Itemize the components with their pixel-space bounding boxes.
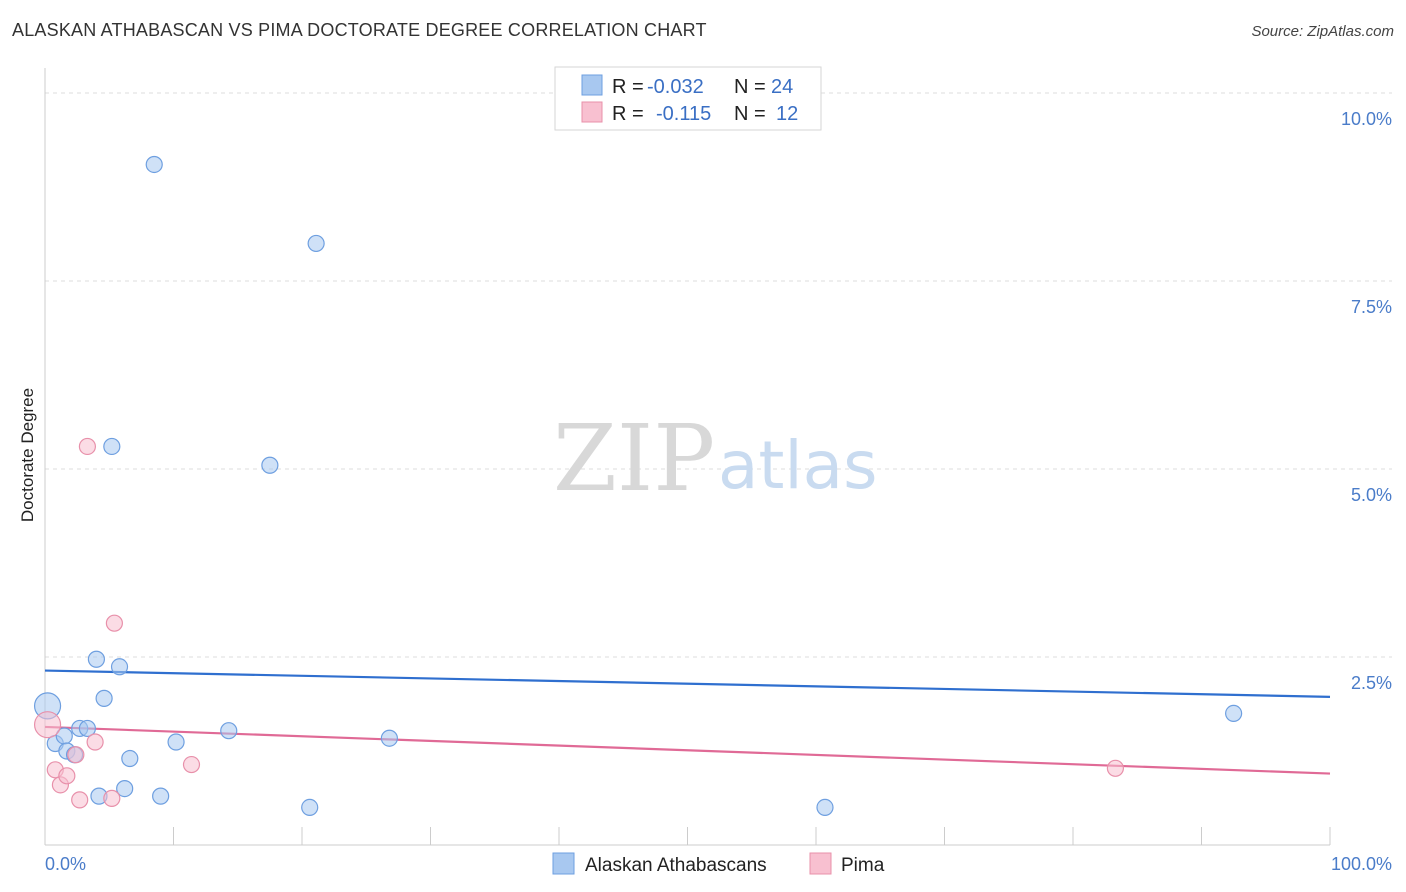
series-legend-label-athabascan: Alaskan Athabascans [585,855,767,876]
legend-swatch-pima [581,101,603,123]
series-legend-swatch-pima [809,852,832,875]
series-legend-label-pima: Pima [841,855,885,876]
legend-swatch-athabascan [581,74,603,96]
chart-title: ALASKAN ATHABASCAN VS PIMA DOCTORATE DEG… [12,20,707,40]
y-tick-label: 5.0% [1351,485,1392,505]
point-pima [182,755,201,774]
point-athabascan [261,456,279,474]
point-athabascan [87,650,106,668]
point-pima [86,733,104,751]
point-pima [67,746,85,764]
gridlines [45,92,1392,658]
point-pima [1106,759,1125,777]
legend-r-label-athabascan: R = [612,76,644,98]
point-athabascan [116,780,134,798]
point-athabascan [307,234,325,253]
point-athabascan [145,155,163,174]
point-pima [78,437,97,456]
x-tick-label: 100.0% [1331,854,1392,874]
watermark-zip: ZIP [553,405,715,512]
point-athabascan [152,787,170,805]
watermark: ZIP atlas [553,405,878,512]
trend-line-athabascan [44,669,1331,698]
series-legend: Alaskan Athabascans Pima [552,852,885,876]
point-pima [58,767,76,785]
legend-r-value-athabascan: -0.032 [647,76,704,98]
point-pima [71,791,89,809]
source-label: Source: ZipAtlas.com [1251,23,1394,40]
point-athabascan [301,798,319,817]
legend-n-value-athabascan: 24 [771,76,793,98]
point-athabascan [816,798,834,817]
point-pima [103,789,121,807]
point-athabascan [167,733,185,751]
correlation-legend: R = -0.032 N = 24 R = -0.115 N = 12 [554,66,822,131]
point-athabascan [1225,704,1243,723]
point-athabascan [78,719,97,738]
point-athabascan [95,689,113,707]
point-athabascan [380,729,398,747]
data-points [33,155,1243,817]
legend-n-value-pima: 12 [776,103,798,125]
y-axis-label: Doctorate Degree [18,388,37,522]
y-tick-label: 2.5% [1351,673,1392,693]
legend-r-value-pima: -0.115 [656,103,711,125]
series-legend-swatch-athabascan [552,852,575,875]
legend-r-label-pima: R = [612,103,644,125]
trend-lines [44,669,1331,775]
legend-n-label-pima: N = [734,103,766,125]
tick-labels: 2.5% 5.0% 7.5% 10.0% 0.0% 100.0% [45,109,1392,874]
point-pima [105,614,123,632]
watermark-atlas: atlas [718,427,878,504]
point-athabascan [110,658,129,676]
legend-n-label-athabascan: N = [734,76,766,98]
point-pima [33,711,62,739]
y-tick-label: 7.5% [1351,297,1392,317]
point-athabascan [103,437,121,456]
point-athabascan [121,749,139,768]
x-tick-label: 0.0% [45,854,86,874]
y-tick-label: 10.0% [1341,109,1392,129]
point-athabascan [220,722,238,740]
trend-line-pima [44,725,1331,775]
